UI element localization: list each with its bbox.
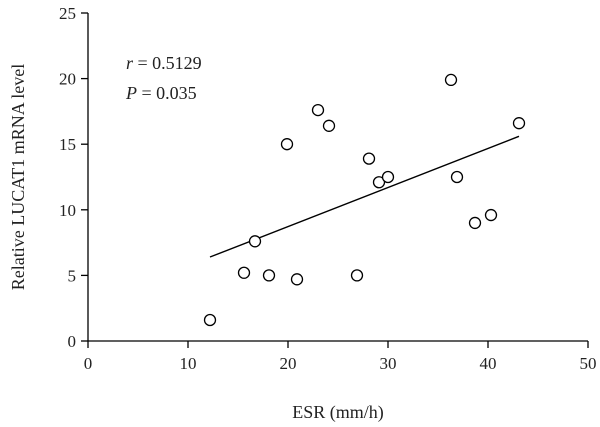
y-tick-label: 15 [59, 135, 76, 154]
p-value-text: = 0.035 [137, 83, 197, 103]
y-tick-label: 0 [68, 332, 77, 351]
x-tick-label: 10 [180, 354, 197, 373]
data-point [248, 235, 262, 248]
data-point [362, 152, 376, 165]
data-point [350, 269, 364, 282]
data-point [262, 269, 276, 282]
data-point [372, 176, 386, 189]
data-point [237, 266, 251, 279]
x-tick-label: 50 [580, 354, 597, 373]
y-axis-title: Relative LUCAT1 mRNA level [8, 64, 28, 290]
data-point [280, 138, 294, 151]
x-tick-label: 30 [380, 354, 397, 373]
data-point [311, 103, 325, 117]
data-point [203, 313, 217, 327]
regression-line [209, 135, 520, 258]
x-tick-label: 0 [84, 354, 93, 373]
p-value: P = 0.035 [125, 83, 197, 103]
y-tick-label: 5 [68, 266, 77, 285]
x-axis-title: ESR (mm/h) [292, 402, 384, 423]
y-tick-label: 20 [59, 70, 76, 89]
y-tick-label: 10 [59, 201, 76, 220]
x-ticks: 0 10 20 30 40 50 [84, 341, 597, 373]
data-point [290, 273, 304, 286]
y-tick-label: 25 [59, 4, 76, 23]
data-point [444, 73, 458, 87]
x-tick-label: 20 [280, 354, 297, 373]
data-point [450, 170, 464, 184]
data-point [381, 170, 395, 184]
axes: 0 10 20 30 40 50 0 5 10 15 20 25 [59, 4, 597, 373]
r-symbol: r [126, 53, 134, 73]
correlation-coefficient: r = 0.5129 [126, 53, 202, 73]
r-value: = 0.5129 [133, 53, 202, 73]
data-point [512, 117, 526, 130]
y-ticks: 0 5 10 15 20 25 [59, 4, 88, 351]
p-symbol: P [125, 83, 137, 103]
data-point [468, 216, 482, 230]
data-points [203, 73, 526, 327]
data-point [322, 119, 336, 132]
data-point [484, 208, 498, 222]
x-tick-label: 40 [480, 354, 497, 373]
